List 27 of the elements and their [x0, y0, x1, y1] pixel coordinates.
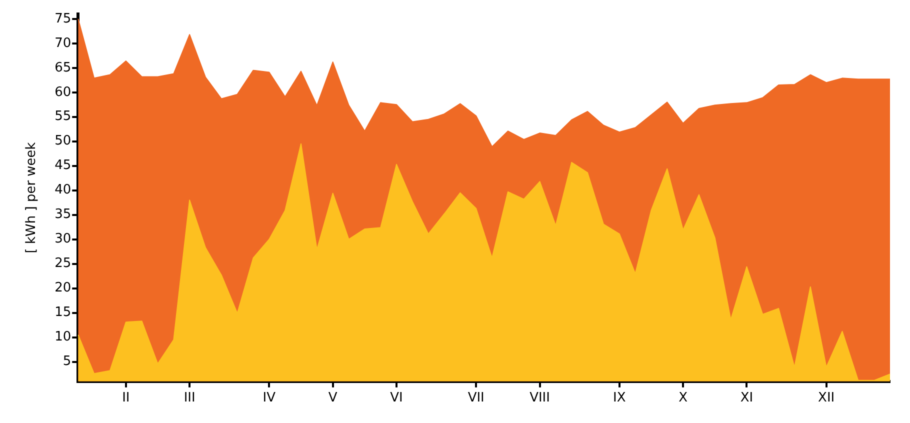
x-tick-label: III [184, 390, 196, 406]
x-tick-label: XI [740, 390, 754, 406]
y-tick-label: 45 [54, 158, 72, 174]
x-tick-label: IX [613, 390, 626, 406]
y-tick-label: 70 [54, 36, 72, 51]
y-tick-label: 55 [54, 109, 72, 124]
y-axis-title: [ kWh ] per week [24, 142, 40, 254]
x-tick-label: XII [818, 390, 835, 406]
y-tick-label: 65 [54, 60, 72, 76]
x-tick-label: X [678, 390, 688, 406]
x-tick-label: IV [262, 390, 276, 406]
y-tick-label: 20 [54, 280, 72, 296]
x-tick-label: II [122, 390, 130, 406]
x-tick-label: VIII [530, 390, 550, 406]
y-tick-label: 40 [54, 182, 72, 198]
y-tick-label: 15 [54, 305, 72, 320]
y-tick-label: 60 [54, 84, 72, 100]
y-tick-label: 75 [54, 11, 72, 26]
y-tick-label: 10 [54, 330, 72, 345]
y-tick-label: 30 [54, 232, 72, 247]
y-tick-label: 35 [54, 207, 72, 222]
x-tick-label: VI [390, 390, 403, 406]
y-tick-label: 25 [54, 256, 72, 272]
x-tick-label: VII [468, 390, 484, 406]
y-tick-label: 5 [62, 354, 72, 370]
y-tick-label: 50 [54, 134, 72, 149]
x-tick-label: V [328, 390, 338, 406]
